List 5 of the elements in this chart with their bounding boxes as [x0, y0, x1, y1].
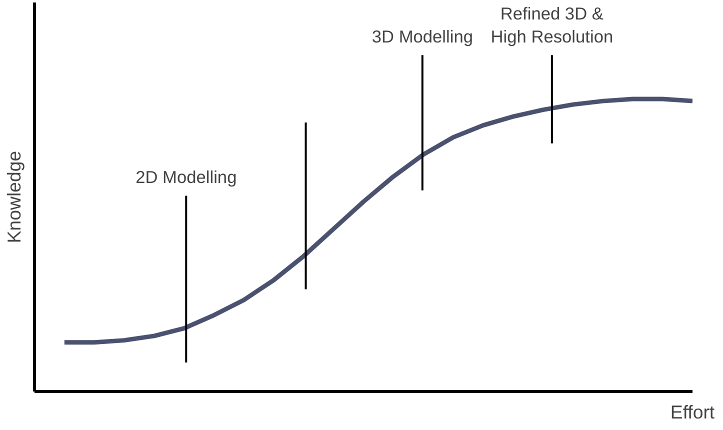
text: 3D Modelling	[372, 26, 473, 46]
text: Refined 3D & High Resolution	[490, 3, 614, 46]
x-axis-title: Effort	[670, 402, 716, 422]
annotation: 2D Modelling	[136, 167, 237, 188]
y-axis-title: Knowledge	[4, 150, 24, 244]
